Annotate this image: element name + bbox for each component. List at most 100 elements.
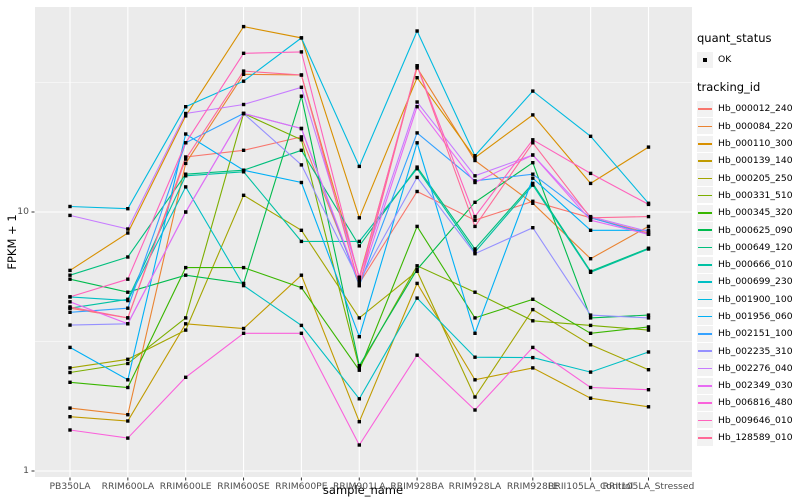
legend-item-label: Hb_002349_030 <box>718 380 793 392</box>
x-tick-label: RRIM600SE <box>217 481 270 492</box>
y-tick-label: 10 <box>17 206 29 217</box>
data-point <box>241 111 246 116</box>
data-point <box>357 164 361 169</box>
data-point <box>588 216 593 220</box>
data-point <box>357 366 361 370</box>
data-point <box>184 328 188 332</box>
data-point <box>126 207 130 211</box>
data-point <box>68 366 72 370</box>
legend-item-Hb_009646_010: Hb_009646_010 <box>697 412 799 429</box>
legend-item-Hb_000205_250: Hb_000205_250 <box>697 169 799 187</box>
legend-item-Hb_000345_320: Hb_000345_320 <box>697 204 799 221</box>
data-point <box>646 202 651 207</box>
data-point <box>357 281 361 286</box>
data-point <box>473 180 477 185</box>
legend-item-Hb_002235_310: Hb_002235_310 <box>697 342 799 360</box>
data-point <box>68 370 72 375</box>
legend-entries: Hb_000012_240 Hb_000084_220 Hb_000110_300 H… <box>697 100 799 446</box>
data-point <box>357 368 361 372</box>
legend-key <box>697 256 713 273</box>
data-point <box>415 296 419 300</box>
legend-key-ok <box>697 51 713 68</box>
legend-item-label: Hb_000139_140 <box>718 155 793 167</box>
data-point <box>126 290 130 294</box>
data-point <box>531 199 535 203</box>
legend-title-quant-status: quant_status <box>697 31 772 45</box>
data-point <box>415 167 419 171</box>
data-point <box>473 218 477 222</box>
data-point <box>299 73 304 77</box>
legend-item-Hb_006816_480: Hb_006816_480 <box>697 394 799 411</box>
data-point <box>241 283 246 288</box>
data-point <box>299 331 304 335</box>
legend-line-icon <box>698 125 712 128</box>
data-point <box>473 408 477 412</box>
data-point <box>357 420 361 424</box>
legend-item-label: Hb_000666_010 <box>718 259 793 271</box>
data-point <box>299 138 304 142</box>
data-point <box>126 316 130 320</box>
data-point <box>531 176 535 180</box>
data-point <box>68 268 72 273</box>
legend-line-icon <box>698 229 712 231</box>
legend-line-icon <box>698 402 712 404</box>
data-point <box>415 105 419 109</box>
data-point <box>415 269 419 273</box>
data-point <box>299 94 304 98</box>
data-point <box>415 64 419 68</box>
legend-item-label: Hb_009646_010 <box>718 414 793 426</box>
data-point <box>241 72 246 76</box>
legend-key <box>697 273 713 290</box>
legend-key <box>697 204 713 221</box>
legend-line-icon <box>698 281 712 283</box>
legend-item-Hb_000625_090: Hb_000625_090 <box>697 221 799 239</box>
data-point <box>531 138 535 142</box>
legend-line-icon <box>698 436 712 439</box>
data-point <box>531 113 535 117</box>
data-point <box>299 126 304 131</box>
data-point <box>588 323 593 328</box>
data-point <box>241 51 246 55</box>
data-point <box>531 355 535 360</box>
legend-key <box>697 170 713 187</box>
data-point <box>68 428 72 432</box>
legend-key <box>697 152 713 169</box>
data-point <box>646 247 651 251</box>
data-point <box>588 218 593 222</box>
data-point <box>531 319 535 323</box>
data-point <box>531 201 535 205</box>
legend-item-label: Hb_128589_010 <box>718 432 793 444</box>
data-point <box>473 395 477 399</box>
x-tick-label: RRIM901LA <box>332 481 386 492</box>
legend-item-Hb_000139_140: Hb_000139_140 <box>697 152 799 169</box>
data-point <box>184 157 188 161</box>
x-tick-label: PB350LA <box>49 481 91 492</box>
data-point <box>184 322 188 326</box>
data-point <box>241 326 246 331</box>
data-point <box>531 183 535 187</box>
data-point <box>241 69 246 73</box>
data-point <box>126 231 130 235</box>
data-point <box>299 239 304 244</box>
data-point <box>646 388 651 392</box>
data-point <box>68 323 72 327</box>
legend-item-ok: OK <box>697 51 799 68</box>
data-point <box>588 385 593 390</box>
data-point <box>357 335 361 339</box>
data-point <box>184 132 188 136</box>
data-point <box>68 213 72 218</box>
y-tick-label: 1 <box>23 465 29 476</box>
data-point <box>126 436 130 440</box>
data-point <box>415 100 419 104</box>
data-point <box>126 227 130 231</box>
data-point <box>357 279 361 283</box>
legend-line-icon <box>698 419 712 422</box>
data-point <box>126 306 130 310</box>
data-point <box>646 405 651 409</box>
data-point <box>531 89 535 93</box>
data-point <box>588 181 593 186</box>
legend-item-label: OK <box>718 54 732 66</box>
data-point <box>473 331 477 335</box>
legend-item-Hb_128589_010: Hb_128589_010 <box>697 429 799 446</box>
